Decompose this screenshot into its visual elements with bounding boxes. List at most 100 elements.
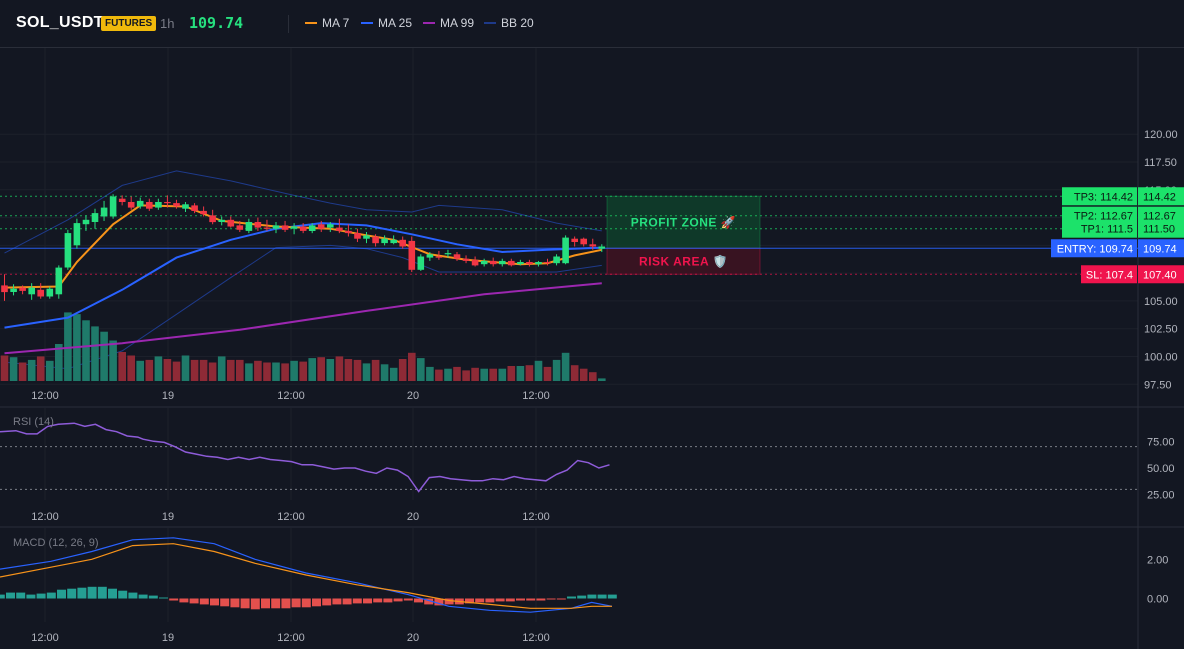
candle <box>46 286 54 299</box>
volume-bar <box>534 360 543 381</box>
time-tick-label: 12:00 <box>31 390 59 402</box>
level-label-box <box>1081 265 1137 284</box>
time-tick-label: 19 <box>162 511 174 523</box>
legend-ma25[interactable]: MA 25 <box>361 16 412 30</box>
volume-bar <box>389 367 398 381</box>
time-tick-label: 20 <box>407 390 419 402</box>
candle <box>327 222 334 233</box>
candle <box>390 235 397 245</box>
level-label-box <box>1051 239 1137 258</box>
macd-hist-bar <box>526 598 536 601</box>
candle-body <box>281 225 289 230</box>
macd-hist-bar <box>199 598 209 605</box>
candle <box>399 236 406 249</box>
time-tick-label: 12:00 <box>522 632 550 644</box>
candle-body <box>471 259 479 266</box>
macd-hist-bar <box>393 598 403 602</box>
candle <box>363 232 370 244</box>
candle <box>544 258 551 266</box>
volume-bar <box>435 369 443 381</box>
time-tick-label: 12:00 <box>277 511 305 523</box>
time-tick-label: 12:00 <box>277 390 305 402</box>
level-price-box <box>1138 187 1184 206</box>
profit-zone <box>606 195 761 249</box>
volume-bar <box>380 364 389 381</box>
axes: 120.00117.50115.00112.50110.00107.50105.… <box>31 129 1177 644</box>
candle-body <box>308 225 316 231</box>
volume-bar <box>64 312 72 381</box>
volume-bar <box>9 357 18 381</box>
candle <box>417 254 425 271</box>
price-tick-label: 105.00 <box>1144 296 1178 308</box>
candle <box>227 216 235 228</box>
legend-ma99[interactable]: MA 99 <box>423 16 474 30</box>
candle <box>489 257 497 267</box>
macd-hist-bar <box>332 598 342 605</box>
time-tick-label: 19 <box>162 390 174 402</box>
candle-body <box>327 224 334 228</box>
candle-body <box>91 213 99 222</box>
macd-hist-bar <box>67 588 77 599</box>
volume-bar <box>344 359 353 381</box>
macd-hist-bar <box>57 589 66 599</box>
volume-bar <box>417 358 425 381</box>
macd-hist-bar <box>108 588 117 599</box>
volume-bar <box>444 368 452 381</box>
candle <box>480 258 488 267</box>
candle-body <box>589 244 597 247</box>
level-label-tp1: TP1: 111.5 <box>1081 224 1133 236</box>
macd-hist-bar <box>505 598 515 602</box>
macd-hist-bar <box>189 598 199 604</box>
candle-body <box>263 227 271 229</box>
candle-body <box>209 215 216 223</box>
level-label-box <box>1062 219 1137 238</box>
macd-hist-bar <box>403 598 413 601</box>
macd-hist-bar <box>220 598 230 607</box>
volume-bar <box>18 362 27 381</box>
macd-hist-bar <box>118 590 128 599</box>
volume-bar <box>281 363 289 381</box>
candle-body <box>417 256 425 270</box>
candle <box>37 283 44 299</box>
timeframe-selector[interactable]: 1h <box>160 16 175 31</box>
candle-body <box>390 239 397 244</box>
level-price-sl: 107.40 <box>1143 269 1177 281</box>
candle-body <box>435 256 443 258</box>
symbol-name[interactable]: SOL_USDT <box>16 14 104 31</box>
level-label-entry: ENTRY: 109.74 <box>1057 243 1133 255</box>
macd-hist-bar <box>169 598 179 601</box>
legend-bb20[interactable]: BB 20 <box>484 16 534 30</box>
volume-bar <box>91 326 99 381</box>
volume-bar <box>46 360 54 381</box>
candle-body <box>64 233 72 268</box>
candle <box>444 249 452 258</box>
macd-hist-bar <box>210 598 219 606</box>
volume-bar <box>236 359 244 381</box>
candle <box>73 218 81 249</box>
macd-hist-bar <box>240 598 250 609</box>
level-label-tp3: TP3: 114.42 <box>1074 191 1133 203</box>
price-level-lines <box>0 195 1138 275</box>
candle <box>127 196 135 210</box>
level-price-box <box>1138 239 1184 258</box>
price-tick-label: 100.00 <box>1144 351 1178 363</box>
macd-hist-bar <box>138 594 148 599</box>
candle <box>91 208 99 229</box>
level-price-box <box>1138 265 1184 284</box>
candle-body <box>526 262 533 265</box>
candle-body <box>399 239 406 247</box>
legend-ma7[interactable]: MA 7 <box>305 16 349 30</box>
candle-body <box>173 203 180 207</box>
candle-body <box>19 287 26 291</box>
candle <box>182 202 189 213</box>
candle <box>308 223 316 234</box>
candle <box>245 218 253 234</box>
macd-hist-bar <box>607 594 617 599</box>
candle <box>299 223 307 234</box>
volume-bar <box>36 356 45 381</box>
candle <box>462 255 470 264</box>
candle <box>82 215 90 231</box>
risk-zone-label: RISK AREA 🛡️ <box>639 254 728 268</box>
volume-bar <box>55 344 63 381</box>
